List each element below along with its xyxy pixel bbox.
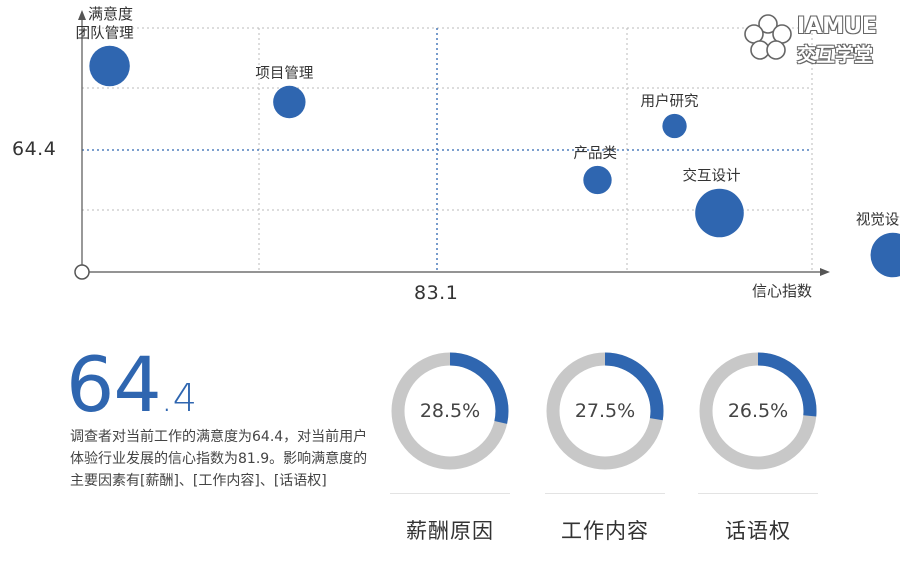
x-axis-title: 信心指数 bbox=[752, 282, 813, 300]
x-ref-label: 83.1 bbox=[414, 282, 459, 304]
donut-arc bbox=[546, 352, 664, 470]
score-decimal: .4 bbox=[160, 376, 197, 420]
data-point bbox=[583, 165, 612, 195]
divider bbox=[698, 493, 818, 494]
data-point bbox=[870, 232, 900, 278]
data-point bbox=[695, 188, 744, 238]
divider bbox=[545, 493, 665, 494]
iamue-logo-icon bbox=[744, 14, 792, 60]
data-point-label: 项目管理 bbox=[255, 65, 313, 82]
axes bbox=[74, 10, 830, 280]
donut-percent: 28.5% bbox=[419, 400, 481, 422]
donut-arc bbox=[699, 352, 817, 470]
donut-arc bbox=[391, 352, 509, 470]
donut-percent: 27.5% bbox=[574, 400, 636, 422]
donut-work-content: 27.5% bbox=[544, 350, 666, 472]
y-axis-arrow bbox=[78, 10, 86, 20]
y-ref-label: 64.4 bbox=[12, 138, 57, 160]
data-points: 团队管理项目管理用户研究产品类交互设计视觉设计 bbox=[76, 25, 900, 278]
score-integer: 64 bbox=[66, 340, 162, 429]
data-point bbox=[89, 45, 130, 87]
y-axis-title: 满意度 bbox=[88, 5, 134, 23]
donut-caption: 工作内容 bbox=[561, 519, 649, 543]
logo-text-en: IAMUE bbox=[797, 14, 877, 39]
scatter-chart: 团队管理项目管理用户研究产品类交互设计视觉设计 bbox=[74, 10, 900, 280]
data-point bbox=[273, 85, 306, 119]
x-axis-arrow bbox=[820, 268, 830, 276]
donut-voice: 26.5% bbox=[697, 350, 819, 472]
reference-lines bbox=[82, 28, 812, 272]
data-point bbox=[662, 113, 687, 139]
donut-caption: 话语权 bbox=[725, 519, 791, 543]
data-point-label: 交互设计 bbox=[682, 167, 740, 185]
satisfaction-score: 64.4 bbox=[66, 340, 197, 429]
data-point-label: 视觉设计 bbox=[856, 212, 900, 229]
data-point-label: 团队管理 bbox=[76, 25, 134, 42]
donut-percent: 26.5% bbox=[727, 400, 789, 422]
origin-marker bbox=[74, 264, 90, 280]
data-point-label: 用户研究 bbox=[641, 93, 699, 110]
summary-description: 调查者对当前工作的满意度为64.4，对当前用户体验行业发展的信心指数为81.9。… bbox=[70, 429, 368, 489]
logo-text-cn: 交互学堂 bbox=[797, 44, 874, 66]
divider bbox=[390, 493, 510, 494]
donut-salary: 28.5% bbox=[389, 350, 511, 472]
donut-caption: 薪酬原因 bbox=[406, 519, 494, 543]
data-point-label: 产品类 bbox=[574, 145, 618, 162]
